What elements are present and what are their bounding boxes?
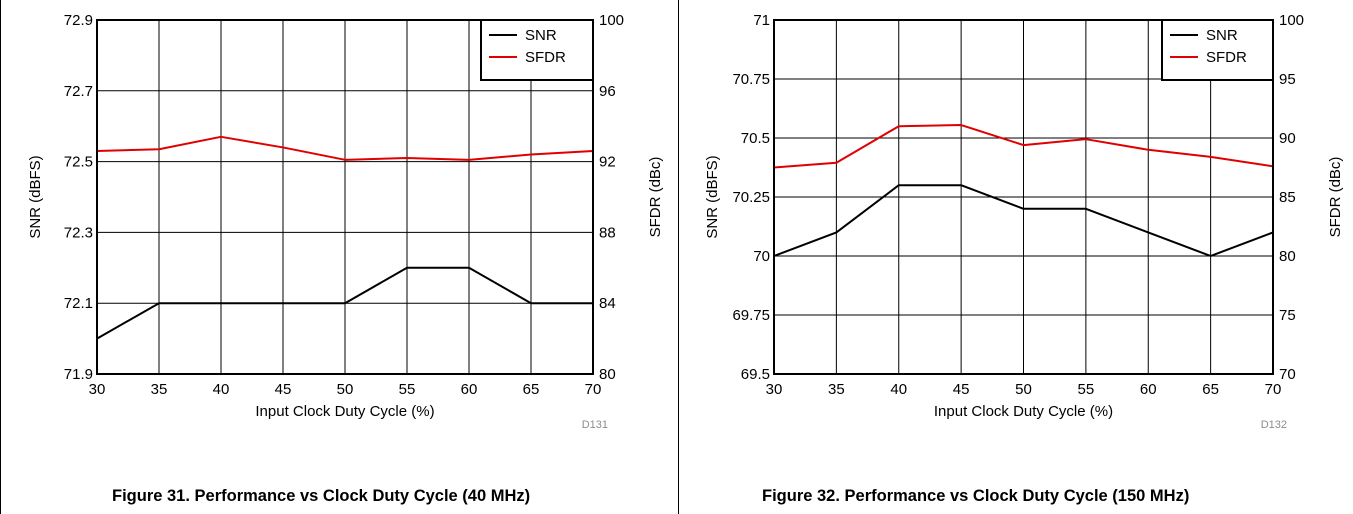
y2-tick-label: 80	[599, 366, 616, 383]
y2-tick-label: 84	[599, 295, 616, 312]
x-tick-label: 30	[766, 381, 783, 398]
x-tick-label: 45	[275, 381, 292, 398]
x-tick-label: 60	[1140, 381, 1157, 398]
figure-code: D132	[1261, 419, 1287, 431]
x-tick-label: 40	[890, 381, 907, 398]
figure-code: D131	[582, 419, 608, 431]
chart-panel-fig32: 30 35 40 45 50 55 60 65 70 69.5 69.75 70 70.25 70.5 70…	[678, 0, 1353, 514]
series-line-sfdr	[96, 135, 594, 161]
y2-tick-label: 88	[599, 224, 616, 241]
y2-axis-label: SFDR (dBc)	[647, 157, 664, 238]
x-tick-label: 50	[1015, 381, 1032, 398]
y-axis-label: SNR (dBFS)	[27, 155, 44, 238]
y2-axis-label: SFDR (dBc)	[1327, 157, 1344, 238]
y-tick-label: 70	[753, 248, 770, 265]
y2-tick-label: 90	[1279, 130, 1296, 147]
y-tick-label: 72.3	[64, 224, 93, 241]
series-line-snr	[773, 184, 1274, 257]
y-tick-label: 72.1	[64, 295, 93, 312]
y-tick-label: 70.5	[741, 130, 770, 147]
chart-fig31: 30 35 40 45 50 55 60 65 70 71.9 72.1 72.3 72.5 72.7 72…	[27, 12, 664, 431]
y-tick-label: 69.75	[732, 307, 770, 324]
x-tick-label: 60	[461, 381, 478, 398]
legend-box	[1161, 19, 1274, 81]
y-tick-label: 72.9	[64, 12, 93, 29]
panel-divider	[678, 0, 679, 514]
x-tick-label: 30	[89, 381, 106, 398]
y-tick-label: 72.7	[64, 83, 93, 100]
y-tick-label: 69.5	[741, 366, 770, 383]
series-line-snr	[96, 266, 593, 340]
legend-label-sfdr: SFDR	[1206, 49, 1247, 66]
y-axis-label: SNR (dBFS)	[704, 155, 721, 238]
x-tick-label: 50	[337, 381, 354, 398]
x-tick-label: 55	[1078, 381, 1095, 398]
y2-tick-label: 80	[1279, 248, 1296, 265]
y2-tick-label: 85	[1279, 189, 1296, 206]
y2-tick-label: 75	[1279, 307, 1296, 324]
x-tick-label: 35	[151, 381, 168, 398]
legend-box	[480, 19, 594, 81]
y-tick-label: 72.5	[64, 154, 93, 171]
y2-tick-label: 70	[1279, 366, 1296, 383]
x-tick-label: 70	[585, 381, 602, 398]
legend-label-sfdr: SFDR	[525, 49, 566, 66]
chart-fig32: 30 35 40 45 50 55 60 65 70 69.5 69.75 70 70.25 70.5 70…	[704, 12, 1344, 431]
caption-fig31: Figure 31. Performance vs Clock Duty Cyc…	[112, 487, 531, 505]
x-tick-label: 55	[399, 381, 416, 398]
x-tick-label: 70	[1265, 381, 1282, 398]
x-tick-label: 45	[953, 381, 970, 398]
x-tick-label: 35	[828, 381, 845, 398]
y2-tick-label: 96	[599, 83, 616, 100]
y-tick-label: 70.25	[732, 189, 770, 206]
y2-tick-label: 100	[599, 12, 624, 29]
y2-tick-label: 92	[599, 154, 616, 171]
x-axis-label: Input Clock Duty Cycle (%)	[934, 403, 1113, 420]
x-tick-label: 40	[213, 381, 230, 398]
caption-fig32: Figure 32. Performance vs Clock Duty Cyc…	[762, 487, 1190, 505]
left-border	[0, 0, 1, 514]
y-tick-label: 71	[753, 12, 770, 29]
x-axis-label: Input Clock Duty Cycle (%)	[255, 403, 434, 420]
y2-tick-label: 95	[1279, 71, 1296, 88]
series-line-sfdr	[773, 124, 1274, 169]
x-tick-label: 65	[523, 381, 540, 398]
x-tick-label: 65	[1202, 381, 1219, 398]
plot-frame	[96, 19, 594, 375]
legend-label-snr: SNR	[525, 27, 557, 44]
plot-frame	[773, 19, 1274, 375]
y2-tick-label: 100	[1279, 12, 1304, 29]
chart-panel-fig31: 30 35 40 45 50 55 60 65 70 71.9 72.1 72.3 72.5 72.7 72…	[27, 12, 664, 505]
legend-label-snr: SNR	[1206, 27, 1238, 44]
y-tick-label: 71.9	[64, 366, 93, 383]
y-tick-label: 70.75	[732, 71, 770, 88]
